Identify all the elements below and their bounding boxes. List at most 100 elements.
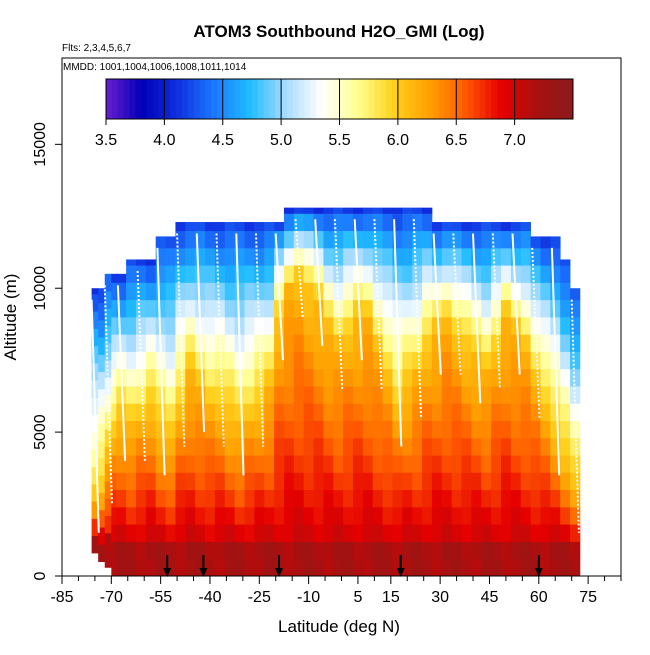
heat-cell [461,386,472,404]
heat-cell [392,386,403,404]
heat-cell [126,403,137,421]
heat-cell [244,368,255,387]
colorbar-cell [123,79,130,119]
heat-cell [560,351,571,370]
heat-cell [510,351,522,370]
heat-cell [303,437,314,456]
heat-cell [333,386,344,404]
heat-cell [98,388,106,407]
heat-cell [402,207,413,214]
colorbar-cell [286,79,294,119]
heat-cell [343,282,354,301]
heat-cell [570,541,581,560]
heat-cell [155,541,166,560]
heat-cell [205,386,216,404]
heat-cell [264,472,275,491]
heat-cell [264,541,275,560]
heat-cell [274,351,285,370]
heat-cell [560,472,571,491]
heat-cell [402,472,413,491]
heat-cell [412,265,423,283]
heat-cell [550,420,561,439]
heat-cell [214,489,226,508]
heat-cell [540,558,551,577]
heat-cell [402,386,413,404]
heat-cell [293,299,305,318]
heat-cell [205,455,216,473]
heat-cell [481,472,492,491]
heat-cell [500,403,512,421]
heat-cell [175,282,186,301]
heat-cell [392,437,403,456]
heat-cell [264,317,275,335]
heat-cell [540,368,551,387]
heat-cell [362,558,374,577]
heat-cell [431,334,443,352]
heat-cell [185,386,196,404]
heat-cell [274,489,285,508]
heat-cell [500,506,512,525]
heat-cell [283,524,295,542]
heat-cell [283,455,295,473]
heat-cell [293,207,305,214]
heat-cell [234,506,245,525]
heat-cell [570,472,581,491]
heat-cell [353,541,364,560]
flight-track-segment [570,299,580,533]
heat-cell [451,351,462,370]
heat-cell [264,334,275,352]
heat-cell [372,420,383,439]
profile-arrow-head [275,568,283,577]
dates-label: MMDD: 1001,1004,1006,1008,1011,1014 [63,62,247,73]
heat-cell [560,259,571,266]
heat-cell [520,403,531,421]
heat-cell [155,247,166,266]
heat-cell [560,524,571,542]
heat-cell [104,342,112,361]
heat-cell [441,472,453,491]
flight-track-segment [235,233,245,476]
heat-cell [323,368,334,387]
heat-cell [560,299,571,318]
heat-cell [104,273,112,292]
heat-cell [451,317,462,335]
heat-cell [491,455,502,473]
heat-cell [91,449,99,468]
heat-cell [195,437,206,456]
heat-cell [126,368,137,387]
heat-cell [254,420,265,439]
heat-cell [392,207,403,214]
heat-cell [422,334,433,352]
heat-cell [111,524,119,542]
colorbar-cell [310,79,317,119]
heat-cell [214,222,226,232]
heat-cell [224,351,236,370]
flight-track-segment [294,219,304,318]
colorbar-tick-label: 7.0 [504,132,526,149]
heat-cell [362,368,374,387]
heat-cell [481,282,492,301]
heat-cell [145,351,157,370]
colorbar-cell [397,79,405,119]
heat-cell [283,230,295,249]
heat-cell [471,282,482,301]
heat-cell [362,207,374,214]
heat-cell [234,247,245,266]
heat-cell [274,222,285,232]
heat-cell [116,558,127,577]
heat-cell [510,403,522,421]
heat-cell [441,299,453,318]
heat-cell [185,299,196,318]
heat-cell [510,541,522,560]
heat-cell [333,524,344,542]
heat-cell [560,506,571,525]
heat-cell [264,524,275,542]
heat-cell [353,489,364,508]
heat-cell [540,506,551,525]
heat-cell [244,317,255,335]
heat-cell [353,213,364,232]
heat-cell [431,524,443,542]
heat-cell [372,351,383,370]
heat-cell [372,455,383,473]
heat-cell [165,558,176,577]
